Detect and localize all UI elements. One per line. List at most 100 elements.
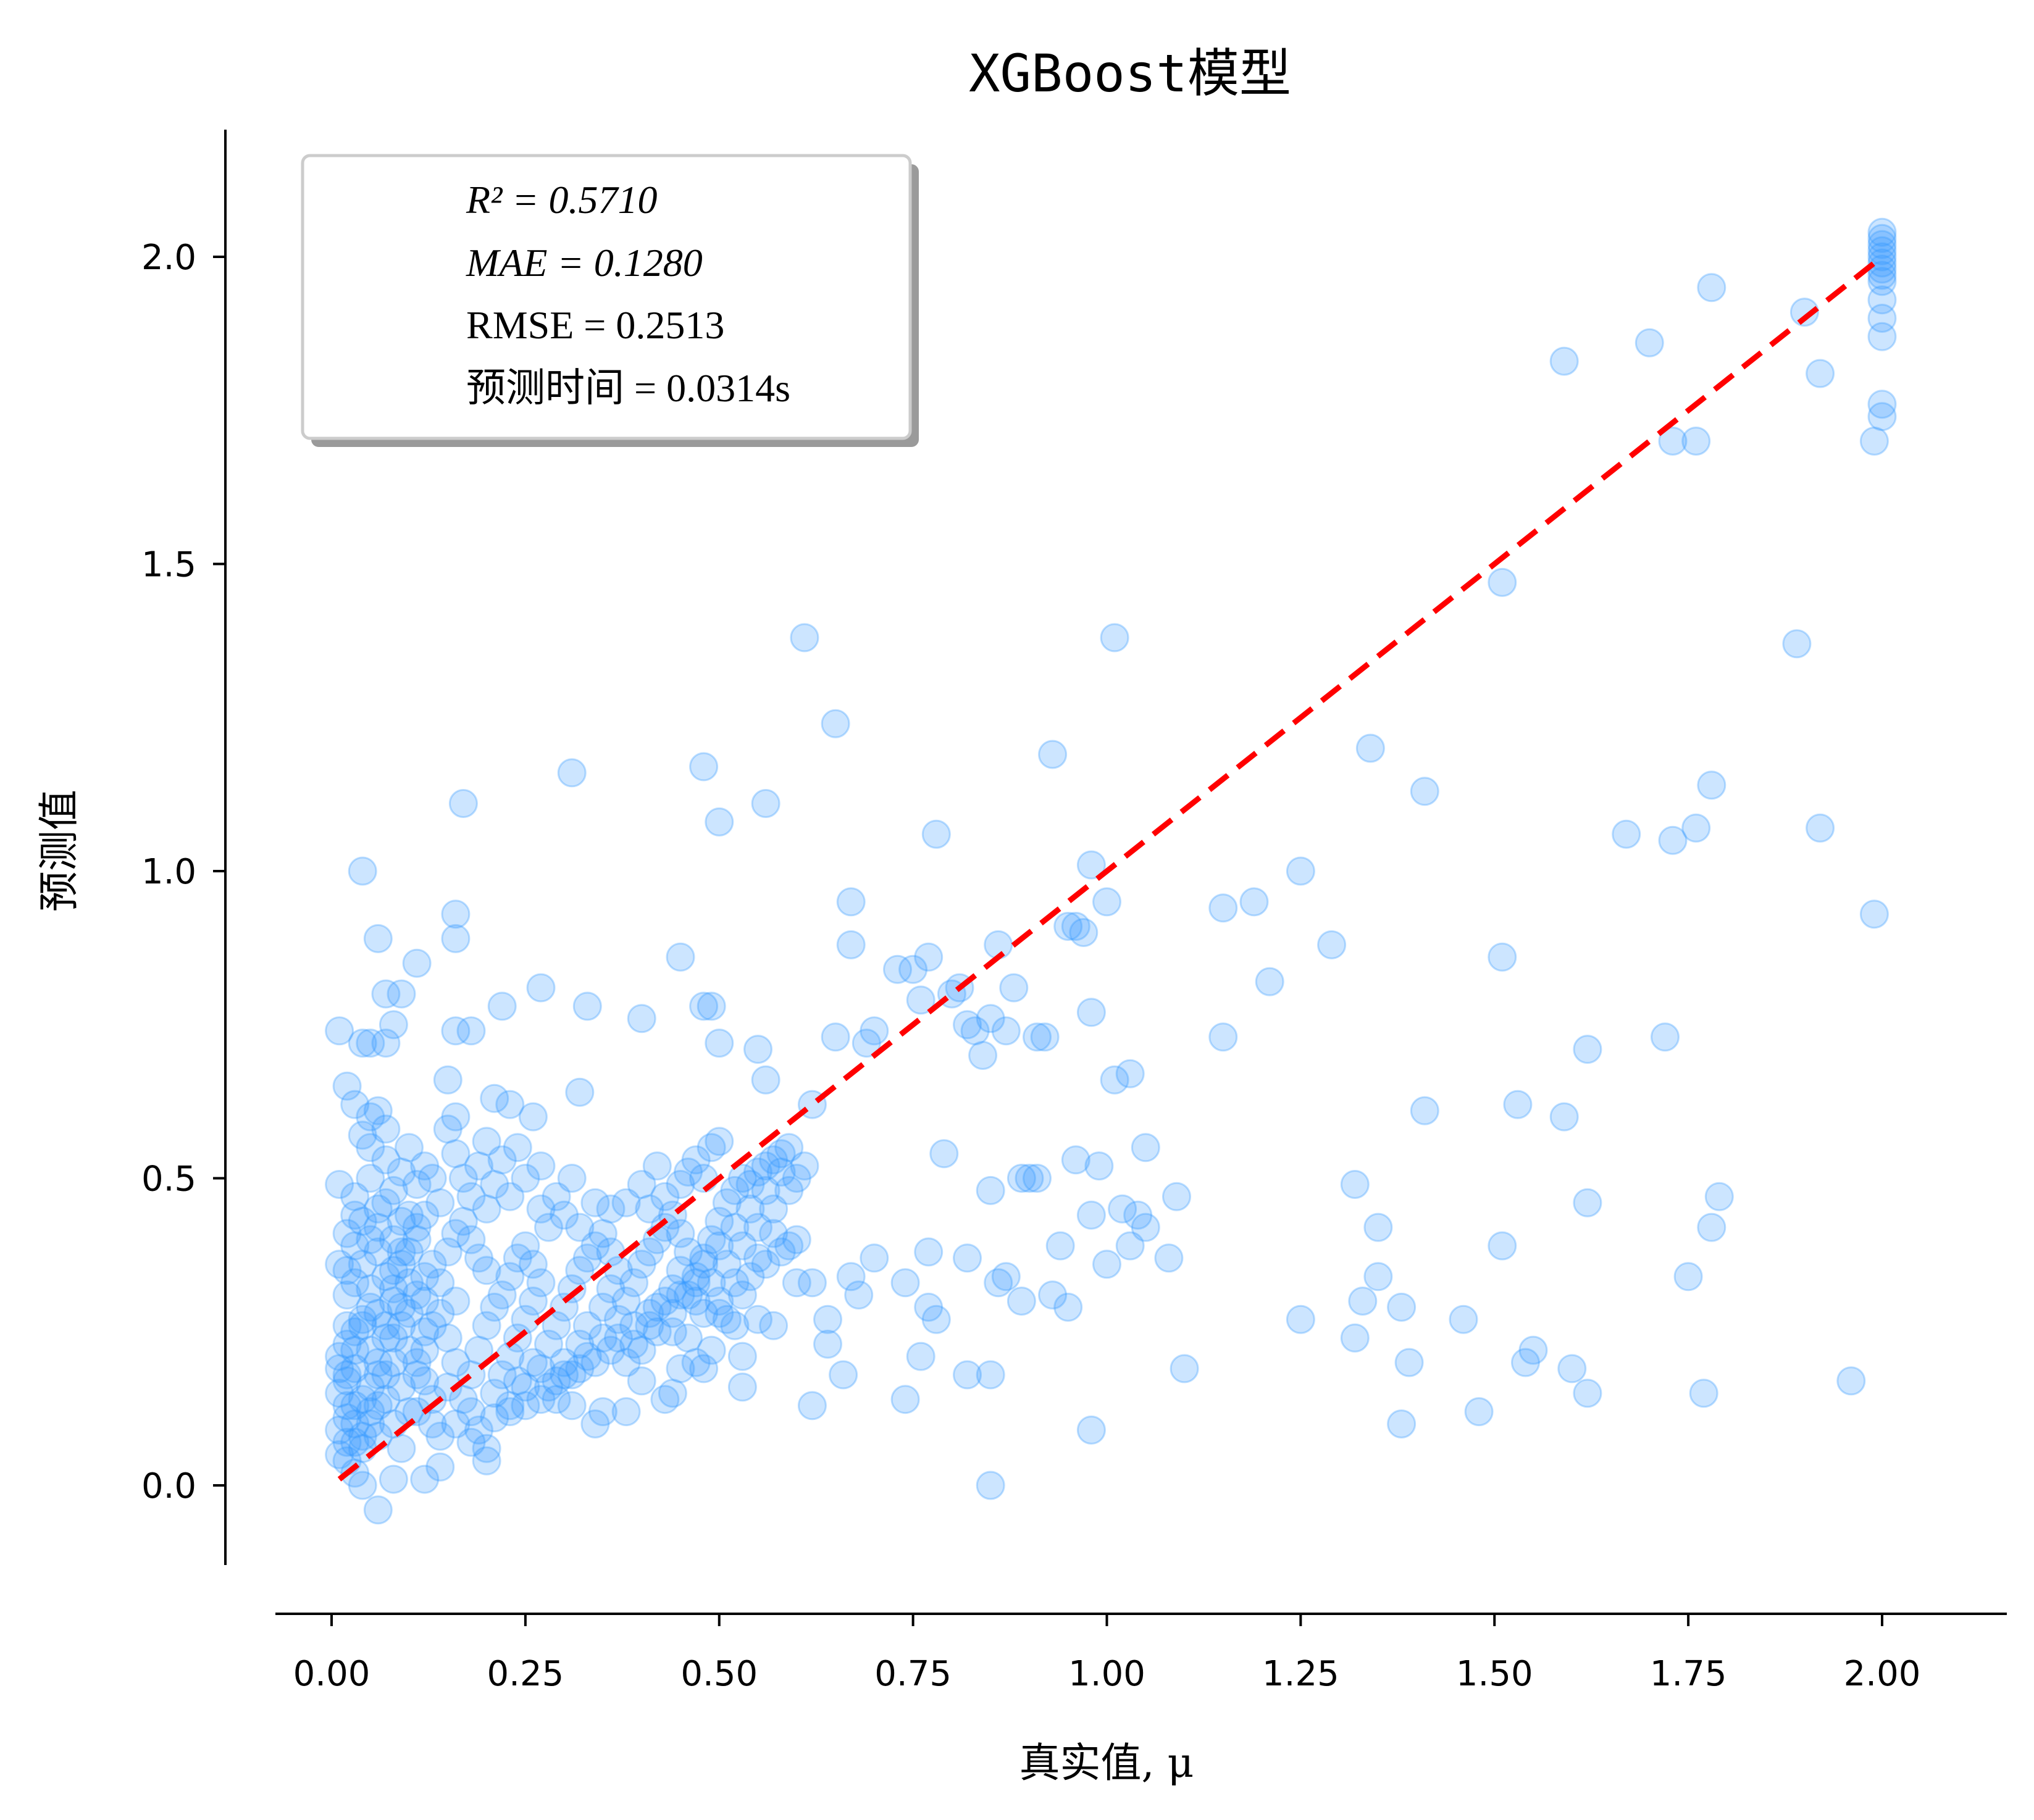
scatter-point bbox=[325, 1379, 354, 1408]
scatter-point bbox=[1162, 1182, 1191, 1211]
scatter-point bbox=[1387, 1409, 1417, 1438]
scatter-point bbox=[425, 1188, 455, 1217]
scatter-point bbox=[371, 1029, 401, 1058]
scatter-point bbox=[526, 1354, 556, 1384]
scatter-point bbox=[325, 1440, 354, 1469]
scatter-point bbox=[363, 1096, 393, 1125]
scatter-point bbox=[681, 1348, 711, 1377]
scatter-point bbox=[325, 1354, 354, 1384]
scatter-point bbox=[720, 1268, 750, 1298]
scatter-point bbox=[727, 1164, 757, 1193]
scatter-point bbox=[604, 1304, 633, 1334]
scatter-point bbox=[596, 1335, 626, 1365]
scatter-point bbox=[441, 1102, 471, 1132]
scatter-point bbox=[1867, 304, 1897, 333]
scatter-point bbox=[402, 1225, 432, 1254]
x-tick-label: 0.25 bbox=[487, 1654, 564, 1694]
scatter-point bbox=[906, 985, 935, 1015]
scatter-point bbox=[379, 1348, 408, 1377]
scatter-point bbox=[588, 1323, 617, 1353]
scatter-point bbox=[1038, 1280, 1068, 1310]
scatter-point bbox=[1115, 1059, 1145, 1088]
scatter-point bbox=[1348, 1287, 1378, 1316]
scatter-point bbox=[976, 1004, 1005, 1033]
scatter-point bbox=[1658, 427, 1688, 456]
scatter-point bbox=[518, 1348, 548, 1377]
scatter-point bbox=[727, 1280, 757, 1310]
scatter-point bbox=[410, 1317, 440, 1346]
scatter-point bbox=[666, 1219, 695, 1248]
scatter-point bbox=[363, 1348, 393, 1377]
y-axis-ticks: 0.0 0.5 1.0 1.5 2.0 bbox=[141, 238, 225, 1506]
scatter-point bbox=[727, 1231, 757, 1261]
scatter-point bbox=[448, 789, 478, 818]
scatter-point bbox=[340, 1231, 370, 1261]
scatter-point bbox=[1340, 1170, 1370, 1199]
scatter-point bbox=[363, 1298, 393, 1328]
scatter-point bbox=[356, 1292, 385, 1322]
scatter-point bbox=[1488, 567, 1517, 597]
scatter-point bbox=[441, 1219, 471, 1248]
scatter-point bbox=[348, 856, 377, 886]
scatter-point bbox=[534, 1372, 563, 1402]
scatter-point bbox=[790, 623, 819, 653]
scatter-point bbox=[425, 1268, 455, 1298]
scatter-point bbox=[1317, 930, 1347, 959]
scatter-point bbox=[472, 1311, 501, 1340]
scatter-point bbox=[588, 1219, 617, 1248]
scatter-point bbox=[572, 1311, 602, 1340]
scatter-point bbox=[635, 1237, 664, 1267]
scatter-point bbox=[1634, 328, 1664, 357]
scatter-point bbox=[356, 1409, 385, 1438]
scatter-point bbox=[387, 1158, 416, 1187]
scatter-point bbox=[511, 1391, 540, 1421]
scatter-point bbox=[580, 1409, 610, 1438]
scatter-point bbox=[860, 1016, 889, 1046]
scatter-point bbox=[697, 1335, 726, 1365]
scatter-point bbox=[518, 1250, 548, 1279]
scatter-point bbox=[1076, 850, 1106, 880]
scatter-point bbox=[627, 1170, 656, 1199]
scatter-point bbox=[1355, 733, 1385, 763]
scatter-point bbox=[914, 1237, 944, 1267]
scatter-point bbox=[697, 1268, 726, 1298]
scatter-point bbox=[371, 1145, 401, 1175]
scatter-point bbox=[550, 1360, 579, 1390]
scatter-point bbox=[332, 1311, 362, 1340]
scatter-point bbox=[1867, 285, 1897, 315]
scatter-point bbox=[356, 1029, 385, 1058]
scatter-point bbox=[1154, 1243, 1184, 1273]
scatter-point bbox=[363, 1194, 393, 1224]
scatter-point bbox=[340, 1458, 370, 1488]
scatter-point bbox=[1045, 1231, 1075, 1261]
scatter-point bbox=[929, 1139, 959, 1169]
scatter-point bbox=[379, 1274, 408, 1304]
scatter-point bbox=[844, 1280, 874, 1310]
scatter-point bbox=[456, 1182, 486, 1211]
scatter-point bbox=[1464, 1397, 1494, 1427]
x-axis-ticks: 0.00 0.25 0.50 0.75 1.00 1.25 1.50 1.75 2.00 bbox=[293, 1614, 1920, 1694]
scatter-point bbox=[332, 1427, 362, 1457]
scatter-point bbox=[410, 1200, 440, 1230]
scatter-point bbox=[387, 1292, 416, 1322]
scatter-point bbox=[433, 1237, 462, 1267]
scatter-point bbox=[348, 1471, 377, 1500]
scatter-point bbox=[960, 1016, 990, 1046]
scatter-point bbox=[550, 1292, 579, 1322]
scatter-point bbox=[890, 1385, 920, 1414]
scatter-point bbox=[1208, 1022, 1238, 1052]
scatter-point bbox=[387, 1311, 416, 1340]
scatter-point bbox=[441, 1409, 471, 1438]
scatter-point bbox=[991, 1016, 1021, 1046]
scatter-point bbox=[1208, 893, 1238, 923]
scatter-point bbox=[743, 1304, 772, 1334]
scatter-point bbox=[325, 1250, 354, 1279]
scatter-point bbox=[410, 1287, 440, 1316]
scatter-point bbox=[1123, 1200, 1153, 1230]
scatter-point bbox=[1836, 1366, 1866, 1396]
scatter-point bbox=[417, 1409, 447, 1438]
scatter-point bbox=[340, 1335, 370, 1365]
scatter-point bbox=[1573, 1379, 1602, 1408]
scatter-point bbox=[495, 1182, 525, 1211]
